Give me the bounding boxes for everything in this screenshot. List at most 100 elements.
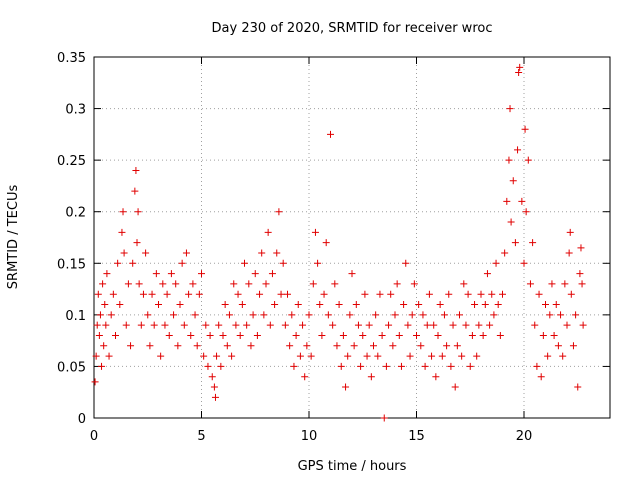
data-point xyxy=(112,331,119,339)
data-point xyxy=(301,373,309,381)
data-point xyxy=(139,290,147,298)
data-point xyxy=(172,280,180,288)
data-point xyxy=(339,331,347,339)
data-point xyxy=(574,383,582,391)
data-point xyxy=(236,331,244,339)
data-point xyxy=(539,331,547,339)
data-point xyxy=(464,290,472,298)
y-axis-label: SRMTID / TECUs xyxy=(6,185,21,290)
data-point xyxy=(331,280,339,288)
data-point xyxy=(200,352,208,360)
data-point xyxy=(211,393,219,401)
data-point xyxy=(103,270,111,278)
data-point xyxy=(449,321,457,329)
data-point xyxy=(535,290,543,298)
data-point xyxy=(352,301,360,309)
data-point xyxy=(228,352,236,360)
data-point xyxy=(119,208,127,216)
data-point xyxy=(400,301,408,309)
data-point xyxy=(258,249,266,257)
data-point xyxy=(514,146,522,154)
data-point xyxy=(572,311,580,319)
data-point xyxy=(397,362,405,370)
data-point xyxy=(134,208,142,216)
data-point xyxy=(94,290,102,298)
data-point xyxy=(483,270,491,278)
data-point xyxy=(225,311,233,319)
data-point xyxy=(120,249,128,257)
data-point xyxy=(515,68,523,76)
data-point xyxy=(215,321,223,329)
data-point xyxy=(425,290,433,298)
data-point xyxy=(284,290,291,298)
plot-frame xyxy=(93,56,611,419)
data-point xyxy=(99,280,107,288)
x-axis: 0 5 10 15 20 xyxy=(90,57,532,444)
data-point xyxy=(260,311,268,319)
data-point xyxy=(554,342,562,350)
data-point xyxy=(95,331,103,339)
data-point xyxy=(421,362,429,370)
data-point xyxy=(378,331,386,339)
data-point xyxy=(370,342,377,350)
data-point xyxy=(202,321,210,329)
data-point xyxy=(288,311,296,319)
data-point xyxy=(122,321,130,329)
grid-lines xyxy=(94,57,610,418)
data-series-srmtid xyxy=(91,63,587,422)
data-point xyxy=(466,362,474,370)
data-point xyxy=(101,301,109,309)
data-point xyxy=(213,352,221,360)
data-point xyxy=(307,352,315,360)
data-point xyxy=(443,342,451,350)
data-point xyxy=(496,331,504,339)
data-point xyxy=(92,352,100,360)
data-point xyxy=(333,342,341,350)
data-point xyxy=(395,331,403,339)
data-point xyxy=(552,301,560,309)
data-point xyxy=(357,362,365,370)
data-point xyxy=(363,352,371,360)
data-point xyxy=(350,342,358,350)
data-point xyxy=(479,331,487,339)
data-point xyxy=(503,197,511,205)
data-point xyxy=(232,321,240,329)
data-point xyxy=(292,331,300,339)
data-point xyxy=(195,290,203,298)
data-point xyxy=(318,331,326,339)
x-axis-label: GPS time / hours xyxy=(298,459,407,474)
data-point xyxy=(93,321,101,329)
data-point xyxy=(118,228,126,236)
data-point xyxy=(518,197,526,205)
data-point xyxy=(380,414,388,422)
data-point xyxy=(346,311,354,319)
data-point xyxy=(131,187,139,195)
data-point xyxy=(430,321,438,329)
data-point xyxy=(193,342,201,350)
data-point xyxy=(451,383,459,391)
data-point xyxy=(170,311,178,319)
data-point xyxy=(413,331,420,339)
data-point xyxy=(294,301,302,309)
data-point xyxy=(238,301,246,309)
data-point xyxy=(299,321,307,329)
data-point xyxy=(456,311,463,319)
data-point xyxy=(273,249,281,257)
data-point xyxy=(189,280,197,288)
data-point xyxy=(428,352,436,360)
data-point xyxy=(146,342,154,350)
data-point xyxy=(488,290,496,298)
data-point xyxy=(473,352,481,360)
data-point xyxy=(157,352,165,360)
data-point xyxy=(372,311,380,319)
x-tick-label: 0 xyxy=(90,429,98,444)
data-point xyxy=(100,342,108,350)
data-point xyxy=(275,208,283,216)
data-point xyxy=(251,270,259,278)
data-point xyxy=(490,311,498,319)
data-point xyxy=(348,270,356,278)
data-point xyxy=(440,311,448,319)
data-point xyxy=(256,290,264,298)
y-tick-label: 0.1 xyxy=(65,309,86,324)
